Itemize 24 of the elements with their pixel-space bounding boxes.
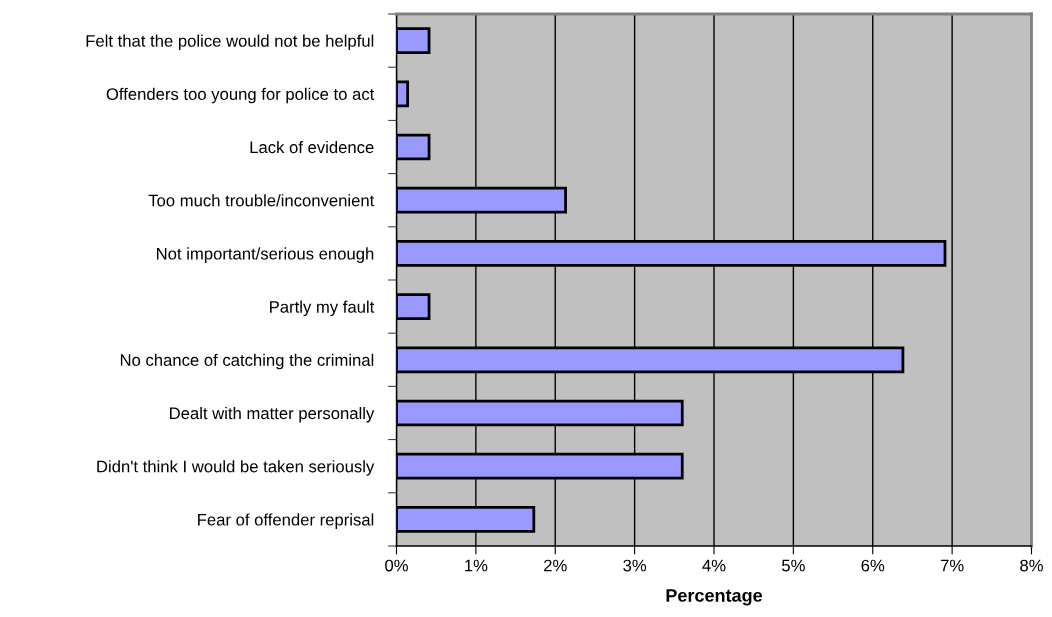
y-tick-label: Too much trouble/inconvenient [148,194,375,207]
y-tick-label: No chance of catching the criminal [120,353,374,370]
bar [396,293,431,320]
x-tick-label: 3% [623,559,647,572]
x-tick-label: 8% [1020,559,1043,572]
y-tick-label: Not important/serious enough [157,247,374,263]
x-tick-label: 7% [940,559,964,572]
y-tick-label: Didn't think I would be taken seriously [97,460,375,476]
x-tick-label: 4% [702,559,726,572]
bar [396,133,431,161]
bar [396,27,431,54]
x-tick-label: 5% [782,559,805,572]
x-tick-label: 6% [861,559,885,572]
y-tick-label: Partly my fault [270,300,375,317]
y-tick-label: Dealt with matter personally [170,406,375,423]
x-tick-label: 2% [544,559,567,572]
y-tick-label: Felt that the police would not be helpful [86,34,374,51]
bar [396,80,409,108]
y-tick-label: Lack of evidence [250,140,374,154]
x-tick-label: 0% [385,559,408,572]
y-tick-label: Fear of offender reprisal [198,513,374,529]
x-axis-title: Percentage [666,589,763,606]
y-tick-label: Offenders too young for police to act [106,87,375,104]
x-tick-label: 1% [465,559,488,572]
